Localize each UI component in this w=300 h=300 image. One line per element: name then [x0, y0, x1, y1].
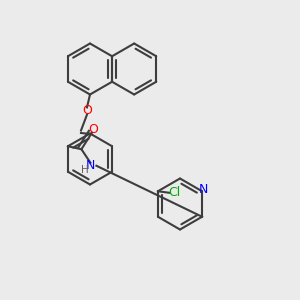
Text: Cl: Cl [168, 186, 181, 199]
Text: N: N [86, 159, 95, 172]
Text: O: O [88, 123, 98, 136]
Text: N: N [199, 183, 208, 196]
Text: O: O [82, 104, 92, 118]
Text: H: H [80, 165, 88, 175]
